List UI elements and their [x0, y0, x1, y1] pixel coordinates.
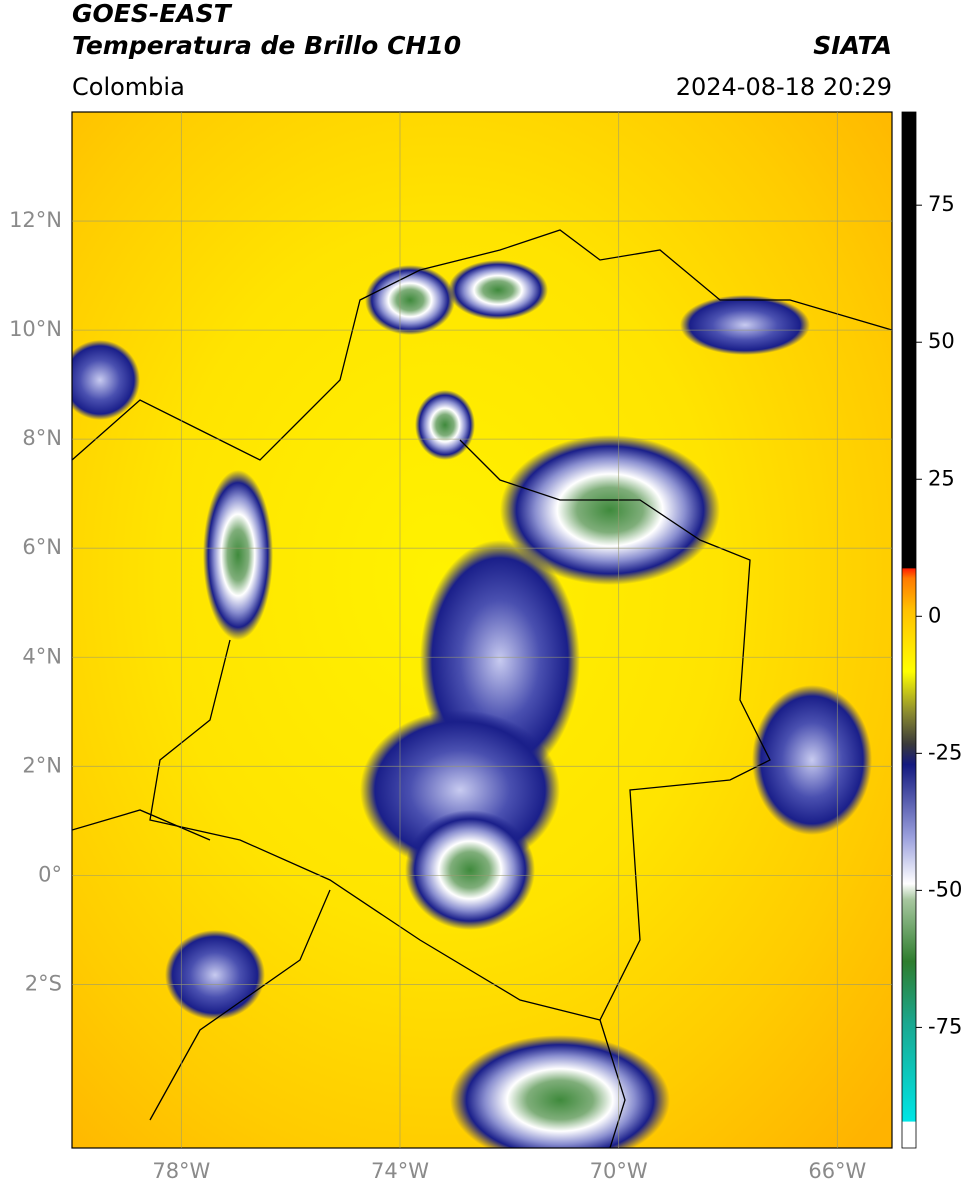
map-image: [72, 112, 892, 1148]
colorbar-tick-label: -50: [928, 877, 962, 901]
colorbar-tick-label: 0: [928, 603, 941, 627]
grid: [72, 112, 892, 1148]
x-tick-label: 66°W: [808, 1159, 866, 1183]
colorbar-tick-label: 75: [928, 192, 955, 216]
y-tick-label: 2°N: [22, 753, 62, 777]
datetime: 2024-08-18 20:29: [676, 73, 892, 101]
colorbar-tick-label: -75: [928, 1014, 962, 1038]
source: SIATA: [813, 31, 892, 60]
region: Colombia: [72, 73, 185, 101]
x-tick-label: 70°W: [590, 1159, 648, 1183]
colorbar-tick-label: -25: [928, 740, 962, 764]
title: GOES-EAST: [72, 0, 233, 28]
y-tick-label: 8°N: [22, 426, 62, 450]
x-tick-label: 74°W: [371, 1159, 429, 1183]
map-frame: [71, 111, 893, 1149]
colorbar-tick-label: 25: [928, 466, 955, 490]
y-tick-label: 2°S: [25, 971, 62, 995]
y-tick-label: 4°N: [22, 644, 62, 668]
colorbar-tick-label: 50: [928, 329, 955, 353]
y-tick-label: 0°: [38, 862, 62, 886]
colorbar: [901, 111, 917, 1149]
subtitle: Temperatura de Brillo CH10: [72, 31, 461, 60]
y-tick-label: 6°N: [22, 535, 62, 559]
y-tick-label: 10°N: [9, 317, 62, 341]
x-tick-label: 78°W: [152, 1159, 210, 1183]
y-tick-label: 12°N: [9, 208, 62, 232]
